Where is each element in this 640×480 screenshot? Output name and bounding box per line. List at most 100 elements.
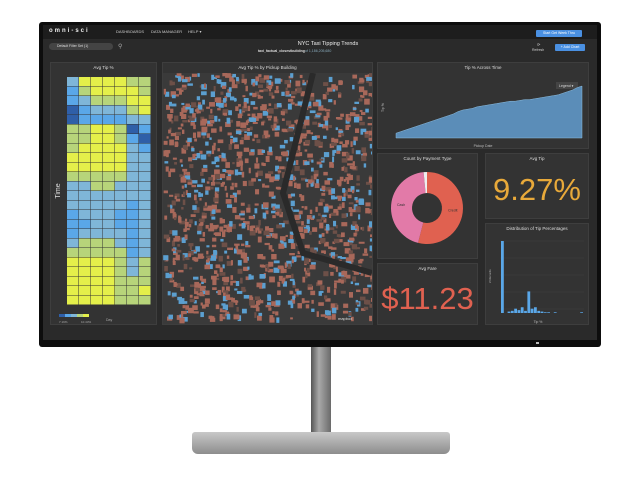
heatmap-cell[interactable] bbox=[67, 143, 79, 153]
heatmap-cell[interactable] bbox=[139, 219, 151, 229]
heatmap-cell[interactable] bbox=[79, 276, 91, 286]
add-chart-button[interactable]: + Add Chart bbox=[555, 44, 585, 51]
heatmap-cell[interactable] bbox=[103, 181, 115, 191]
heatmap-cell[interactable] bbox=[139, 115, 151, 124]
heatmap-cell[interactable] bbox=[67, 200, 79, 210]
hist-bar[interactable] bbox=[510, 310, 514, 313]
heatmap-cell[interactable] bbox=[127, 115, 139, 124]
heatmap-cell[interactable] bbox=[115, 248, 127, 257]
hist-bar[interactable] bbox=[501, 241, 504, 313]
heatmap-cell[interactable] bbox=[67, 115, 79, 124]
heatmap-cell[interactable] bbox=[139, 191, 151, 200]
heatmap-cell[interactable] bbox=[115, 162, 127, 172]
heatmap-cell[interactable] bbox=[127, 200, 139, 210]
heatmap-cell[interactable] bbox=[103, 229, 115, 238]
heatmap-cell[interactable] bbox=[103, 162, 115, 172]
heatmap-cell[interactable] bbox=[139, 276, 151, 286]
heatmap-cell[interactable] bbox=[79, 210, 91, 219]
top-action-button[interactable]: Start Get Week Thru bbox=[536, 30, 582, 37]
heatmap-cell[interactable] bbox=[79, 105, 91, 115]
heatmap-cell[interactable] bbox=[103, 200, 115, 210]
heatmap-cell[interactable] bbox=[103, 191, 115, 200]
heatmap-cell[interactable] bbox=[127, 143, 139, 153]
heatmap-cell[interactable] bbox=[139, 134, 151, 143]
heatmap-cell[interactable] bbox=[91, 200, 103, 210]
heatmap-cell[interactable] bbox=[127, 105, 139, 115]
heatmap-cell[interactable] bbox=[139, 181, 151, 191]
heatmap-cell[interactable] bbox=[67, 267, 79, 276]
heatmap-cell[interactable] bbox=[79, 124, 91, 134]
heatmap-cell[interactable] bbox=[67, 191, 79, 200]
heatmap-cell[interactable] bbox=[91, 267, 103, 276]
heatmap-cell[interactable] bbox=[91, 143, 103, 153]
heatmap-cell[interactable] bbox=[67, 96, 79, 105]
heatmap-cell[interactable] bbox=[115, 257, 127, 267]
heatmap-cell[interactable] bbox=[115, 143, 127, 153]
heatmap-cell[interactable] bbox=[91, 96, 103, 105]
heatmap-cell[interactable] bbox=[115, 124, 127, 134]
heatmap-cell[interactable] bbox=[67, 295, 79, 305]
heatmap-cell[interactable] bbox=[79, 162, 91, 172]
heatmap-cell[interactable] bbox=[127, 77, 139, 86]
heatmap-cell[interactable] bbox=[67, 124, 79, 134]
legend-label[interactable]: Legend ▾ bbox=[559, 84, 574, 88]
heatmap-cell[interactable] bbox=[79, 134, 91, 143]
heatmap-cell[interactable] bbox=[91, 191, 103, 200]
heatmap-cell[interactable] bbox=[127, 229, 139, 238]
heatmap-cell[interactable] bbox=[67, 162, 79, 172]
heatmap-cell[interactable] bbox=[127, 286, 139, 295]
heatmap-cell[interactable] bbox=[79, 115, 91, 124]
heatmap-cell[interactable] bbox=[139, 267, 151, 276]
heatmap-cell[interactable] bbox=[67, 105, 79, 115]
heatmap-cell[interactable] bbox=[139, 86, 151, 96]
hist-bar[interactable] bbox=[547, 312, 550, 313]
heatmap-cell[interactable] bbox=[139, 248, 151, 257]
heatmap-cell[interactable] bbox=[79, 77, 91, 86]
heatmap-cell[interactable] bbox=[103, 219, 115, 229]
heatmap-cell[interactable] bbox=[103, 105, 115, 115]
heatmap-cell[interactable] bbox=[79, 153, 91, 162]
heatmap-cell[interactable] bbox=[67, 153, 79, 162]
heatmap-cell[interactable] bbox=[103, 267, 115, 276]
payment-slice[interactable] bbox=[423, 172, 427, 194]
heatmap-cell[interactable] bbox=[91, 115, 103, 124]
heatmap-cell[interactable] bbox=[115, 210, 127, 219]
heatmap-cell[interactable] bbox=[91, 86, 103, 96]
heatmap-cell[interactable] bbox=[91, 181, 103, 191]
heatmap-cell[interactable] bbox=[91, 229, 103, 238]
heatmap-cell[interactable] bbox=[91, 248, 103, 257]
heatmap-cell[interactable] bbox=[115, 181, 127, 191]
hist-bar[interactable] bbox=[553, 312, 557, 313]
heatmap-cell[interactable] bbox=[115, 172, 127, 181]
payment-slice[interactable] bbox=[418, 172, 463, 244]
heatmap-cell[interactable] bbox=[139, 295, 151, 305]
heatmap-cell[interactable] bbox=[127, 238, 139, 248]
heatmap-cell[interactable] bbox=[67, 229, 79, 238]
heatmap-cell[interactable] bbox=[127, 134, 139, 143]
heatmap-cell[interactable] bbox=[127, 191, 139, 200]
heatmap-cell[interactable] bbox=[115, 200, 127, 210]
heatmap-cell[interactable] bbox=[127, 181, 139, 191]
heatmap-cell[interactable] bbox=[91, 105, 103, 115]
heatmap-cell[interactable] bbox=[91, 257, 103, 267]
hist-bar[interactable] bbox=[514, 308, 517, 313]
heatmap-cell[interactable] bbox=[79, 267, 91, 276]
heatmap-cell[interactable] bbox=[67, 248, 79, 257]
building-map[interactable]: mapbox bbox=[163, 73, 372, 324]
heatmap-cell[interactable] bbox=[67, 172, 79, 181]
heatmap-cell[interactable] bbox=[139, 105, 151, 115]
heatmap-cell[interactable] bbox=[127, 124, 139, 134]
heatmap-cell[interactable] bbox=[115, 105, 127, 115]
heatmap-cell[interactable] bbox=[67, 276, 79, 286]
hist-bar[interactable] bbox=[580, 312, 583, 313]
heatmap-cell[interactable] bbox=[115, 96, 127, 105]
heatmap-cell[interactable] bbox=[67, 219, 79, 229]
nav-dashboards[interactable]: DASHBOARDS bbox=[116, 29, 145, 34]
heatmap-cell[interactable] bbox=[67, 210, 79, 219]
heatmap-cell[interactable] bbox=[127, 153, 139, 162]
heatmap-cell[interactable] bbox=[103, 86, 115, 96]
heatmap-cell[interactable] bbox=[79, 219, 91, 229]
heatmap-cell[interactable] bbox=[91, 238, 103, 248]
heatmap-cell[interactable] bbox=[79, 295, 91, 305]
heatmap-cell[interactable] bbox=[79, 172, 91, 181]
